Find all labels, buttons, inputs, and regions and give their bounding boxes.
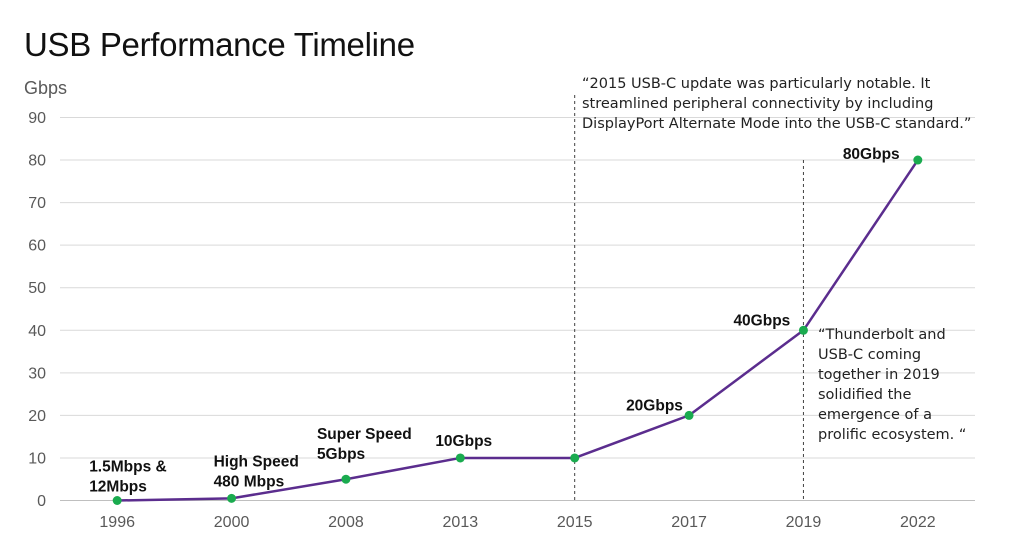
y-tick-label: 20: [28, 408, 46, 425]
data-label-1996: 12Mbps: [89, 479, 147, 496]
x-tick-label: 2008: [328, 514, 364, 531]
y-tick-label: 40: [28, 323, 46, 340]
data-label-2000: High Speed: [214, 453, 299, 470]
annotation-thunderbolt-2019: “Thunderbolt and USB-C coming together i…: [818, 327, 967, 443]
x-tick-label: 2015: [557, 514, 593, 531]
x-tick-label: 2022: [900, 514, 936, 531]
x-tick-label: 2013: [443, 514, 479, 531]
chart-title: USB Performance Timeline: [24, 26, 415, 63]
x-tick-label: 2019: [786, 514, 822, 531]
y-tick-label: 30: [28, 365, 46, 382]
data-point-2000: [227, 493, 237, 503]
data-label-2008: 5Gbps: [317, 446, 365, 463]
y-tick-label: 80: [28, 153, 46, 170]
y-tick-label: 0: [37, 493, 46, 510]
data-label-2008: Super Speed: [317, 426, 412, 443]
y-tick-label: 50: [28, 280, 46, 297]
data-label-2013: 10Gbps: [435, 433, 492, 450]
data-point-2013: [455, 453, 465, 463]
data-point-1996: [112, 496, 122, 505]
x-tick-label: 1996: [99, 514, 135, 531]
data-point-2017: [684, 410, 694, 420]
data-label-2000: 480 Mbps: [214, 473, 285, 490]
data-label-2022: 80Gbps: [843, 146, 900, 163]
data-point-2015: [570, 453, 580, 463]
series-line: [117, 159, 919, 502]
data-label-2019: 40Gbps: [733, 312, 790, 329]
data-point-2022: [913, 155, 923, 165]
data-point-2008: [341, 474, 351, 484]
annotation-usb-c-2015: “2015 USB-C update was particularly nota…: [582, 76, 972, 132]
y-tick-label: 10: [28, 450, 46, 467]
y-tick-label: 90: [28, 110, 46, 127]
x-tick-label: 2000: [214, 514, 250, 531]
x-tick-label: 2017: [671, 514, 707, 531]
data-point-2019: [798, 325, 808, 335]
y-tick-label: 60: [28, 238, 46, 255]
data-label-1996: 1.5Mbps &: [89, 459, 167, 476]
y-axis-label: Gbps: [24, 78, 68, 98]
y-tick-label: 70: [28, 195, 46, 212]
data-label-2017: 20Gbps: [626, 397, 683, 414]
